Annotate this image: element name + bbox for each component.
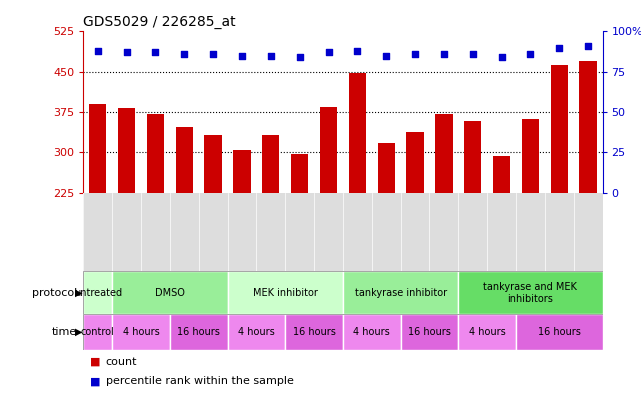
Bar [349,73,366,193]
Point [208,51,218,57]
Point [150,49,160,55]
Bar [493,156,510,193]
Text: percentile rank within the sample: percentile rank within the sample [106,376,294,386]
Bar [83,314,112,350]
Text: 16 hours: 16 hours [408,327,451,337]
Bar [170,314,228,350]
Point [526,51,536,57]
Bar [262,134,279,193]
Point [381,52,391,59]
Bar [118,108,135,193]
Bar [378,143,395,193]
Point [265,52,276,59]
Point [496,54,506,61]
Point [583,43,593,49]
Bar [579,61,597,193]
Text: ■: ■ [90,376,100,386]
Bar [551,65,568,193]
Text: 16 hours: 16 hours [178,327,220,337]
Point [554,44,564,51]
Text: DMSO: DMSO [155,288,185,298]
Bar [435,114,453,193]
Point [237,52,247,59]
Text: protocol: protocol [31,288,77,298]
Text: 4 hours: 4 hours [238,327,275,337]
Bar [204,134,222,193]
Text: GDS5029 / 226285_at: GDS5029 / 226285_at [83,15,236,29]
Bar [516,314,603,350]
Bar [464,121,481,193]
Bar [343,314,401,350]
Bar [112,271,228,314]
Text: count: count [106,356,137,367]
Bar [343,271,458,314]
Bar [406,132,424,193]
Text: ▶: ▶ [74,327,82,337]
Point [353,48,363,54]
Bar [285,314,343,350]
Point [467,51,478,57]
Text: time: time [52,327,77,337]
Bar [233,150,251,193]
Point [122,49,132,55]
Point [323,49,333,55]
Point [92,48,103,54]
Text: ▶: ▶ [74,288,82,298]
Text: 16 hours: 16 hours [293,327,335,337]
Bar [228,271,343,314]
Text: 4 hours: 4 hours [353,327,390,337]
Bar [458,314,516,350]
Bar [176,127,193,193]
Point [410,51,420,57]
Bar [320,107,337,193]
Text: MEK inhibitor: MEK inhibitor [253,288,318,298]
Bar [89,104,106,193]
Bar [112,314,170,350]
Bar [228,314,285,350]
Text: tankyrase and MEK
inhibitors: tankyrase and MEK inhibitors [483,282,578,303]
Bar [458,271,603,314]
Text: 16 hours: 16 hours [538,327,581,337]
Text: control: control [81,327,115,337]
Bar [401,314,458,350]
Point [438,51,449,57]
Text: tankyrase inhibitor: tankyrase inhibitor [354,288,447,298]
Bar [83,271,112,314]
Text: untreated: untreated [74,288,122,298]
Text: ■: ■ [90,356,100,367]
Text: 4 hours: 4 hours [469,327,506,337]
Point [294,54,305,61]
Bar [522,119,539,193]
Bar [291,154,308,193]
Point [179,51,190,57]
Text: 4 hours: 4 hours [122,327,160,337]
Bar [147,114,164,193]
